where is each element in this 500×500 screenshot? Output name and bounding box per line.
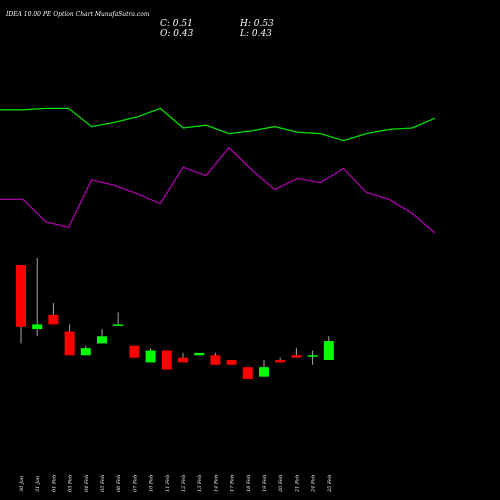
x-tick-label: 04 Feb [84, 475, 90, 492]
candle-body [194, 352, 205, 356]
x-tick-label: 07 Feb [132, 475, 138, 492]
candle-body [145, 350, 156, 363]
indicator-line [0, 146, 436, 234]
chart-title: IDEA 10.00 PE Option Chart MunafaSutra.c… [5, 11, 150, 18]
high-text: H: 0.53 [239, 19, 274, 29]
candle-body [80, 348, 91, 356]
candle-body [242, 367, 253, 380]
x-tick-label: 03 Feb [68, 475, 74, 492]
x-tick-label: 21 Feb [294, 475, 300, 493]
indicator-line [0, 107, 436, 142]
x-tick-label: 13 Feb [197, 475, 203, 492]
x-tick-label: 06 Feb [116, 475, 122, 492]
candle-body [259, 367, 269, 377]
x-tick-label: 01 Feb [51, 475, 57, 492]
x-tick-label: 10 Feb [149, 475, 155, 492]
x-tick-label: 30 Jan [19, 476, 25, 492]
x-tick-label: 12 Feb [181, 475, 187, 492]
x-tick-label: 20 Feb [278, 475, 284, 493]
x-tick-label: 24 Feb [311, 475, 317, 493]
candle-body [129, 345, 140, 358]
candle-body [291, 355, 302, 358]
candle-body [307, 355, 318, 357]
x-tick-label: 05 Feb [100, 475, 106, 492]
open-text: O: 0.43 [160, 29, 194, 39]
candle-body [161, 350, 172, 370]
candle-body [226, 360, 237, 365]
x-tick-label: 18 Feb [246, 475, 252, 492]
x-tick-label: 19 Feb [262, 475, 268, 492]
candle-body [32, 324, 43, 330]
candle-body [97, 336, 107, 344]
candle-body [16, 265, 26, 327]
x-tick-label: 25 Feb [327, 475, 333, 493]
candle-body [210, 355, 221, 365]
x-tick-label: 31 Jan [35, 476, 41, 492]
x-tick-label: 14 Feb [213, 475, 219, 492]
candle-body [178, 357, 188, 363]
low-text: L: 0.43 [239, 29, 272, 39]
candle-body [275, 360, 286, 363]
x-tick-label: 11 Feb [165, 475, 171, 492]
candle-body [64, 331, 75, 356]
close-text: C: 0.51 [160, 19, 193, 29]
candle-body [48, 314, 59, 325]
candle-body [323, 341, 334, 361]
candle-body [113, 324, 124, 326]
x-tick-label: 17 Feb [230, 475, 236, 492]
